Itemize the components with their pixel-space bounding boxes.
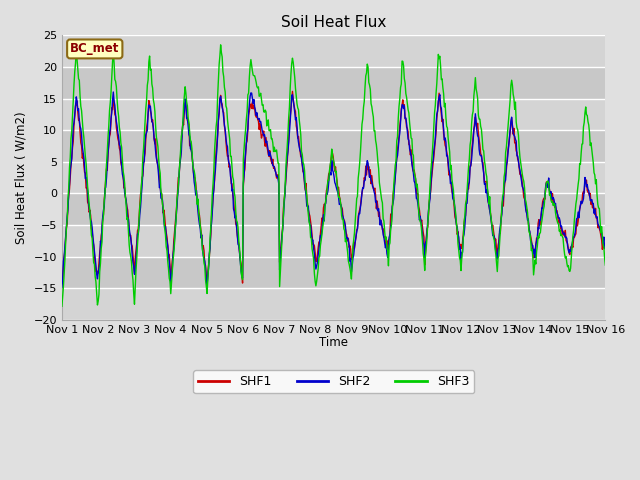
- SHF1: [209, 205, 216, 211]
- SHF1: [179, 120, 187, 125]
- SHF1: [58, 280, 66, 286]
- SHF1: [417, 220, 425, 226]
- Line: SHF2: SHF2: [62, 92, 605, 288]
- Bar: [62, 193, 605, 225]
- SHF3: [68, 129, 76, 134]
- Line: SHF1: SHF1: [62, 91, 605, 286]
- SHF3: [208, 206, 216, 212]
- SHF3: [58, 303, 66, 309]
- SHF3: [124, 215, 131, 221]
- SHF1: [602, 245, 609, 251]
- Legend: SHF1, SHF2, SHF3: SHF1, SHF2, SHF3: [193, 370, 474, 393]
- SHF2: [180, 114, 188, 120]
- Bar: [62, 98, 605, 130]
- SHF2: [401, 103, 408, 109]
- SHF2: [109, 89, 117, 95]
- SHF1: [401, 116, 409, 122]
- Title: Soil Heat Flux: Soil Heat Flux: [281, 15, 387, 30]
- SHF2: [417, 213, 424, 219]
- Bar: [62, 162, 605, 193]
- Text: BC_met: BC_met: [70, 42, 120, 56]
- Bar: [62, 225, 605, 256]
- Line: SHF3: SHF3: [62, 45, 605, 306]
- SHF1: [289, 88, 296, 94]
- SHF3: [179, 120, 187, 126]
- Bar: [62, 67, 605, 98]
- SHF2: [602, 246, 609, 252]
- SHF2: [209, 209, 216, 215]
- SHF2: [58, 285, 66, 290]
- SHF3: [217, 42, 225, 48]
- SHF2: [68, 156, 76, 162]
- Bar: [62, 288, 605, 320]
- Bar: [62, 130, 605, 162]
- Bar: [62, 36, 605, 67]
- Bar: [62, 256, 605, 288]
- X-axis label: Time: Time: [319, 336, 348, 349]
- Y-axis label: Soil Heat Flux ( W/m2): Soil Heat Flux ( W/m2): [15, 111, 28, 244]
- SHF3: [602, 262, 609, 268]
- SHF1: [204, 283, 211, 289]
- SHF1: [68, 155, 76, 161]
- SHF1: [124, 207, 131, 213]
- SHF2: [125, 216, 132, 222]
- SHF3: [401, 76, 408, 82]
- SHF3: [417, 219, 424, 225]
